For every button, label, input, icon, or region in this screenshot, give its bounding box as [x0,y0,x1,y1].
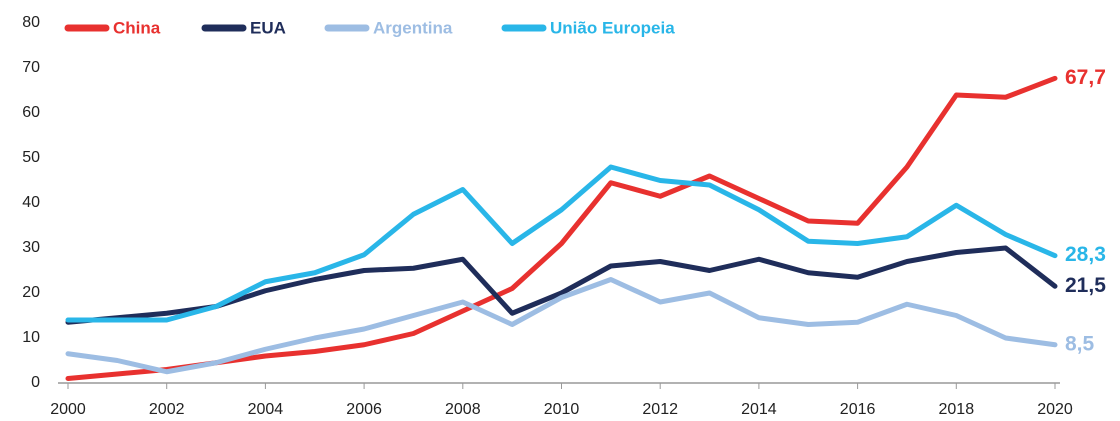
x-tick-label: 2012 [642,401,678,418]
legend-label: China [113,18,161,37]
x-tick-label: 2000 [50,401,86,418]
series-line [65,245,1058,325]
x-tick-label: 2002 [149,401,185,418]
x-tick-label: 2016 [840,401,876,418]
series-line [65,164,1058,323]
series-line [65,75,1058,381]
end-label: 21,5 [1065,274,1106,297]
legend-label: Argentina [373,18,453,37]
x-tick-label: 2008 [445,401,481,418]
y-tick-label: 10 [22,329,40,346]
end-label: 28,3 [1065,243,1106,266]
y-tick-label: 20 [22,284,40,301]
legend-label: EUA [250,18,286,37]
y-tick-label: 70 [22,59,40,76]
legend-label: União Europeia [550,18,675,37]
y-tick-label: 80 [22,14,40,31]
series-line [65,277,1058,375]
y-tick-label: 30 [22,239,40,256]
end-label: 8,5 [1065,332,1095,355]
y-tick-label: 50 [22,149,40,166]
x-tick-label: 2014 [741,401,777,418]
x-tick-label: 2018 [939,401,975,418]
x-tick-label: 2010 [544,401,580,418]
x-tick-label: 2020 [1037,401,1073,418]
x-tick-label: 2004 [248,401,284,418]
y-tick-label: 0 [31,374,40,391]
y-tick-label: 60 [22,104,40,121]
end-label: 67,7 [1065,66,1106,89]
y-tick-label: 40 [22,194,40,211]
x-tick-label: 2006 [346,401,382,418]
